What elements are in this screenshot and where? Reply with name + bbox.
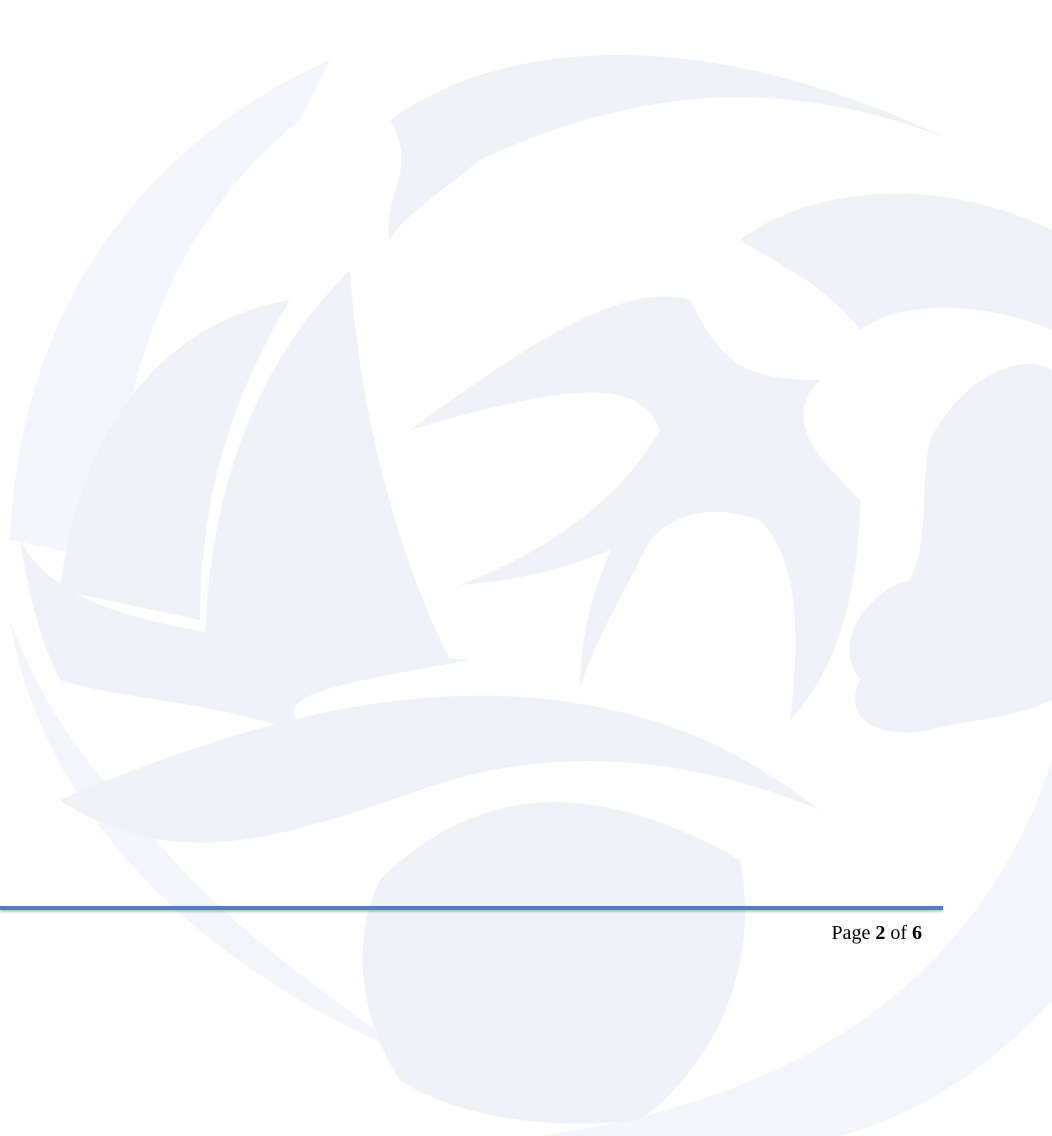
watermark-bird	[410, 297, 860, 720]
page-number: Page 2 of 6	[831, 922, 922, 945]
watermark	[0, 0, 1052, 1136]
current-page: 2	[875, 922, 885, 944]
document-page: Page 2 of 6 (() => { const data = JSON.p…	[0, 0, 1052, 1136]
page-prefix: Page	[831, 922, 870, 944]
watermark-shell	[363, 802, 746, 1123]
watermark-flower	[850, 364, 1052, 733]
watermark-wave	[60, 696, 820, 843]
total-pages: 6	[912, 922, 922, 944]
watermark-wave	[740, 194, 1052, 330]
footer-rule	[0, 906, 943, 910]
page-separator: of	[890, 922, 907, 944]
